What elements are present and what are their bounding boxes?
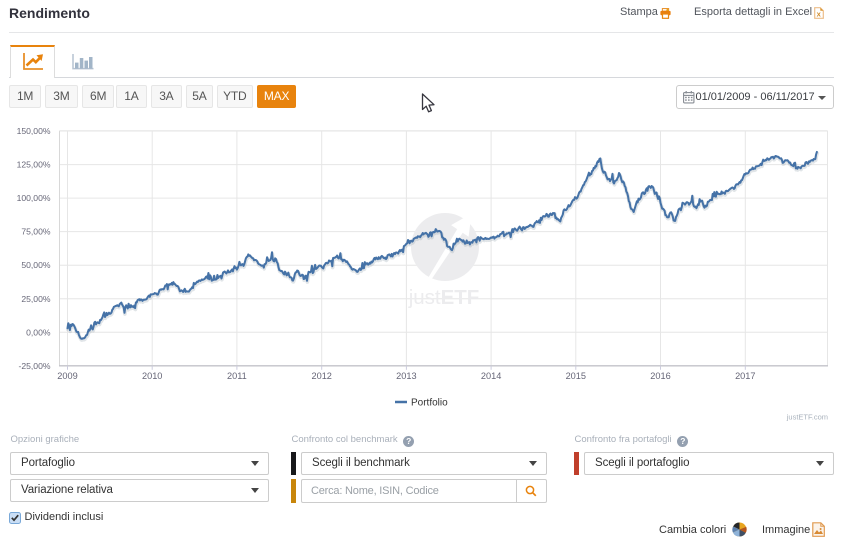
svg-text:2009: 2009 <box>57 371 77 381</box>
svg-text:25,00%: 25,00% <box>21 294 51 304</box>
svg-text:2017: 2017 <box>735 371 755 381</box>
svg-text:50,00%: 50,00% <box>21 260 51 270</box>
svg-text:Portfolio: Portfolio <box>411 398 448 409</box>
svg-text:100,00%: 100,00% <box>17 193 51 203</box>
svg-text:2010: 2010 <box>142 371 162 381</box>
svg-text:2016: 2016 <box>650 371 670 381</box>
svg-text:2011: 2011 <box>227 371 247 381</box>
svg-text:2012: 2012 <box>311 371 331 381</box>
svg-text:150,00%: 150,00% <box>17 126 51 136</box>
svg-text:justETF.com: justETF.com <box>786 413 828 422</box>
svg-text:justETF: justETF <box>408 286 480 309</box>
svg-text:x: x <box>816 10 821 19</box>
svg-text:2015: 2015 <box>566 371 586 381</box>
svg-text:125,00%: 125,00% <box>17 160 51 170</box>
svg-text:0,00%: 0,00% <box>26 327 51 337</box>
svg-text:75,00%: 75,00% <box>21 227 51 237</box>
svg-text:-25,00%: -25,00% <box>18 361 50 371</box>
svg-text:2014: 2014 <box>481 371 501 381</box>
svg-text:2013: 2013 <box>396 371 416 381</box>
